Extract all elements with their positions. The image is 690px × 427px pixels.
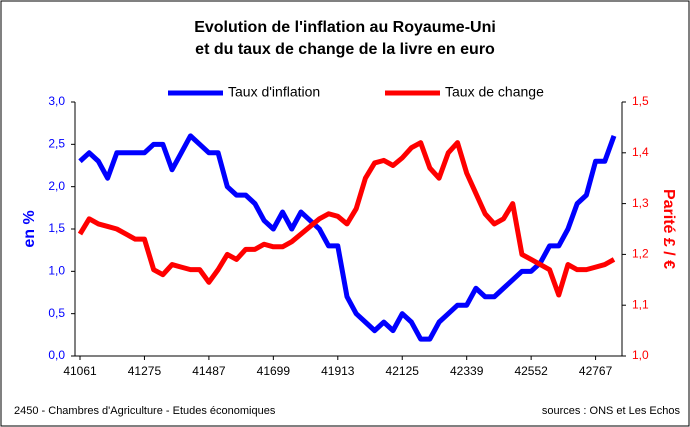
y2-tick-label: 1,0 [632,348,649,362]
y2-tick-label: 1,2 [632,247,649,261]
y-tick-label: 2,5 [48,137,65,151]
chart-title: et du taux de change de la livre en euro [195,41,495,58]
y-tick-label: 1,0 [48,264,65,278]
y2-tick-label: 1,4 [632,145,649,159]
y-tick-label: 2,0 [48,179,65,193]
y2-tick-label: 1,3 [632,196,649,210]
x-tick-label: 41275 [128,364,162,378]
x-tick-label: 42339 [450,364,484,378]
series-line [78,133,617,342]
x-tick-label: 41061 [63,364,97,378]
x-tick-label: 41913 [321,364,355,378]
series-line [77,140,616,298]
footer-left: 2450 - Chambres d'Agriculture - Etudes é… [14,405,276,417]
x-tick-label: 42767 [579,364,613,378]
y-tick-label: 3,0 [48,94,65,108]
x-tick-label: 42552 [514,364,548,378]
x-tick-label: 41699 [257,364,291,378]
y-axis-title: en % [21,210,38,247]
x-tick-label: 41487 [192,364,226,378]
y-tick-label: 1,5 [48,221,65,235]
y2-tick-label: 1,5 [632,94,649,108]
y-tick-label: 0,5 [48,306,65,320]
y2-axis-title: Parité £ / € [660,189,677,269]
chart-title: Evolution de l'inflation au Royaume-Uni [194,19,496,36]
y2-tick-label: 1,1 [632,297,649,311]
legend-label: Taux de change [445,84,544,100]
footer-right: sources : ONS et Les Echos [542,405,681,417]
x-tick-label: 42125 [386,364,420,378]
y-tick-label: 0,0 [48,348,65,362]
legend-label: Taux d'inflation [228,84,320,100]
